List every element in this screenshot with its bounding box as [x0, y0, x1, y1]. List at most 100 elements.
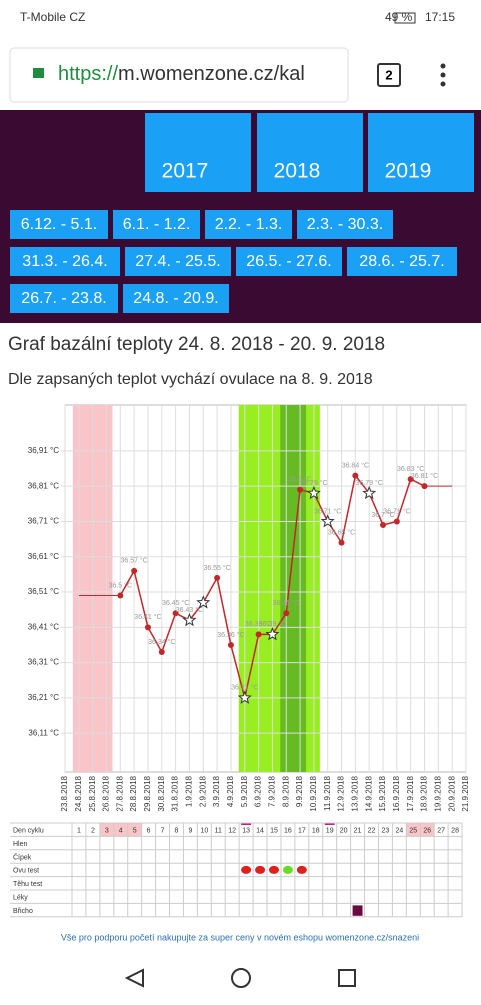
ovu-test-mark	[296, 865, 307, 874]
day-highlight	[127, 823, 142, 837]
subheading: Dle zapsaných teplot vychází ovulace na …	[8, 371, 373, 388]
day-marker	[324, 823, 335, 825]
x-tick-label: 16.9.2018	[392, 775, 401, 811]
value-label: 36.21 °C	[231, 684, 258, 692]
day-number: 3	[105, 828, 109, 835]
y-tick-label: 36,31 °C	[28, 658, 59, 667]
x-tick-label: 8.9.2018	[281, 775, 290, 807]
star-point	[265, 627, 280, 641]
point	[172, 610, 179, 617]
range-label: 28.6. - 25.7.	[359, 253, 444, 270]
value-label: 36.83 °C	[397, 465, 424, 473]
clock: 17:15	[425, 10, 455, 24]
range-button[interactable]	[113, 210, 200, 239]
x-tick-label: 29.8.2018	[143, 775, 152, 811]
y-tick-label: 36,81 °C	[28, 481, 59, 490]
range-button[interactable]	[10, 247, 120, 276]
point	[144, 624, 151, 631]
range-button[interactable]	[205, 210, 292, 239]
x-tick-label: 17.9.2018	[406, 775, 415, 811]
range-button[interactable]	[347, 247, 457, 276]
point	[227, 641, 234, 648]
x-tick-label: 20.9.2018	[447, 775, 456, 811]
point	[407, 476, 414, 483]
range-button[interactable]	[10, 210, 108, 239]
url: https://m.womenzone.cz/kal	[58, 63, 305, 85]
row-label: Ovu test	[13, 868, 39, 875]
day-number: 9	[188, 828, 192, 835]
back-button[interactable]	[124, 968, 144, 988]
point	[421, 483, 428, 490]
menu-button[interactable]	[440, 63, 446, 87]
day-number: 22	[368, 828, 376, 835]
url-scheme: https://	[58, 63, 118, 85]
year-button[interactable]	[145, 113, 251, 192]
x-tick-label: 9.9.2018	[295, 775, 304, 807]
value-label: 36.65 °C	[328, 528, 355, 536]
day-number: 6	[147, 828, 151, 835]
day-marker	[241, 823, 252, 825]
range-button[interactable]	[236, 247, 342, 276]
x-tick-label: 13.9.2018	[350, 775, 359, 811]
x-tick-label: 10.9.2018	[309, 775, 318, 811]
y-tick-label: 36,11 °C	[28, 728, 59, 737]
range-button[interactable]	[125, 247, 231, 276]
point	[352, 472, 359, 479]
star-point	[196, 595, 211, 609]
range-button[interactable]	[10, 284, 118, 313]
day-highlight	[113, 823, 128, 837]
tabs-button[interactable]	[377, 63, 401, 87]
url-bar[interactable]	[9, 47, 349, 103]
value-label: 36.39 °C	[245, 620, 272, 628]
nav-bar	[0, 955, 481, 1000]
day-number: 4	[119, 828, 123, 835]
range-label: 6.1. - 1.2.	[123, 216, 191, 233]
y-tick-label: 36,91 °C	[28, 446, 59, 455]
x-tick-label: 2.9.2018	[198, 775, 207, 807]
x-tick-label: 14.9.2018	[364, 775, 373, 811]
day-number: 10	[200, 828, 208, 835]
band	[280, 405, 307, 772]
day-number: 1	[77, 828, 81, 835]
point	[297, 486, 304, 493]
home-button[interactable]	[231, 968, 251, 988]
range-label: 2.2. - 1.3.	[215, 216, 283, 233]
day-highlight	[420, 823, 435, 837]
value-label: 36.5 °C	[109, 581, 132, 589]
value-label: 36.8 °C	[288, 476, 311, 484]
value-label: 36.57 °C	[120, 557, 147, 565]
year-button[interactable]	[368, 113, 474, 192]
day-number: 5	[133, 828, 137, 835]
row-label: Těhu test	[13, 881, 42, 888]
day-number: 21	[354, 828, 362, 835]
range-button[interactable]	[123, 284, 229, 313]
row-label: Čípek	[13, 852, 32, 861]
star-point	[237, 690, 252, 704]
tabs-count: 2	[385, 67, 392, 82]
band	[238, 405, 320, 772]
x-tick-label: 11.9.2018	[323, 775, 332, 811]
day-number: 27	[437, 828, 445, 835]
x-tick-label: 24.8.2018	[74, 775, 83, 811]
day-number: 25	[409, 828, 417, 835]
x-tick-label: 25.8.2018	[88, 775, 97, 811]
value-label: 36.45 °C	[273, 599, 300, 607]
y-tick-label: 36,71 °C	[28, 517, 59, 526]
footer-link[interactable]: Vše pro podporu početí nakupujte za supe…	[61, 932, 419, 942]
row-label: Hlen	[13, 841, 28, 848]
x-tick-label: 23.8.2018	[60, 775, 69, 811]
range-button[interactable]	[297, 210, 393, 239]
x-tick-label: 30.8.2018	[157, 775, 166, 811]
recent-button[interactable]	[338, 969, 356, 987]
day-number: 12	[228, 828, 236, 835]
year-button[interactable]	[257, 113, 363, 192]
range-label: 24.8. - 20.9.	[133, 290, 218, 307]
x-tick-label: 1.9.2018	[185, 775, 194, 807]
carrier: T-Mobile CZ	[20, 10, 85, 24]
x-tick-label: 4.9.2018	[226, 775, 235, 807]
value-label: 36.84 °C	[342, 461, 369, 469]
day-number: 17	[298, 828, 306, 835]
x-tick-label: 19.9.2018	[433, 775, 442, 811]
value-label: 36.71 °C	[383, 507, 410, 515]
